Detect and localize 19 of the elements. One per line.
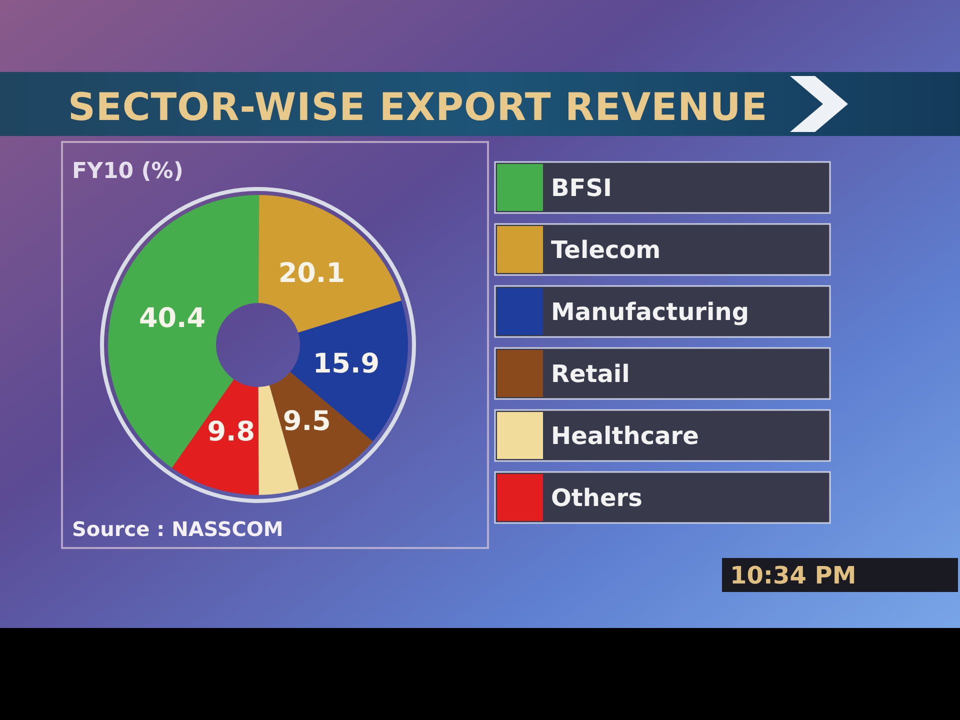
source-note: Source : NASSCOM — [72, 517, 284, 541]
data-label: 15.9 — [312, 348, 380, 380]
donut-slice — [269, 372, 373, 490]
donut-slice — [108, 195, 260, 468]
legend-label: Retail — [551, 360, 630, 388]
donut-slice — [258, 195, 402, 333]
chart-title: SECTOR-WISE EXPORT REVENUE — [68, 85, 768, 129]
chart-subtitle: FY10 (%) — [72, 159, 184, 184]
legend-label: Others — [551, 484, 642, 512]
legend-label: Manufacturing — [551, 298, 749, 326]
legend-label: Healthcare — [551, 422, 699, 450]
data-label: 20.1 — [278, 258, 345, 290]
data-label: 40.4 — [138, 303, 206, 334]
legend-label: BFSI — [551, 174, 612, 202]
data-label: 9.5 — [282, 406, 331, 438]
text: 10:34 PM — [730, 562, 856, 590]
data-label: 9.8 — [207, 416, 256, 448]
legend-label: Telecom — [551, 236, 661, 264]
donut-slice — [172, 379, 259, 495]
